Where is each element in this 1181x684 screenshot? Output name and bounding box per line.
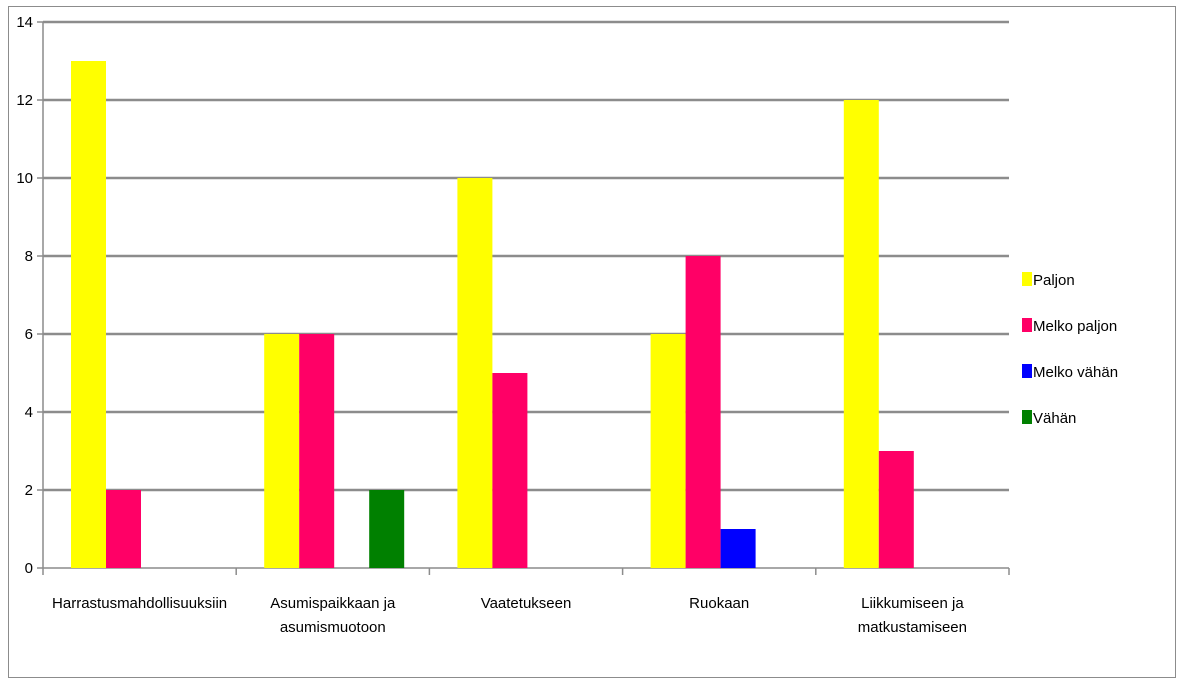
bar-vähän-1	[369, 490, 405, 568]
bar-melko-paljon-4	[878, 451, 914, 568]
bar-melko-paljon-3	[685, 256, 721, 568]
legend-label-2: Melko vähän	[1033, 364, 1118, 381]
bar-paljon-3	[650, 334, 686, 568]
y-tick-label-10: 10	[16, 170, 33, 187]
legend-swatch-0	[1022, 272, 1032, 286]
bar-melko-paljon-1	[299, 334, 335, 568]
category-label-1: Asumispaikkaan ja asumismuotoon	[270, 595, 396, 636]
legend-swatch-2	[1022, 364, 1032, 378]
bar-melko-vähän-3	[720, 529, 756, 568]
y-tick-label-6: 6	[25, 326, 33, 343]
legend-label-3: Vähän	[1033, 410, 1076, 427]
category-label-3: Ruokaan	[689, 595, 749, 612]
bar-melko-paljon-0	[106, 490, 141, 568]
category-label-2: Vaatetukseen	[481, 595, 572, 612]
y-tick-label-8: 8	[25, 248, 33, 265]
legend-label-0: Paljon	[1033, 272, 1075, 289]
bar-melko-paljon-2	[492, 373, 528, 568]
y-tick-label-12: 12	[16, 92, 33, 109]
category-label-4: Liikkumiseen ja matkustamiseen	[858, 595, 967, 636]
bar-paljon-4	[843, 100, 879, 568]
legend-swatch-1	[1022, 318, 1032, 332]
y-tick-label-14: 14	[16, 14, 33, 31]
legend-label-1: Melko paljon	[1033, 318, 1117, 335]
y-tick-label-0: 0	[25, 560, 33, 577]
category-label-0: Harrastusmahdollisuuksiin	[52, 595, 227, 612]
bar-paljon-2	[457, 178, 493, 568]
y-tick-label-2: 2	[25, 482, 33, 499]
bar-paljon-1	[264, 334, 300, 568]
y-tick-label-4: 4	[25, 404, 33, 421]
legend-swatch-3	[1022, 410, 1032, 424]
bar-paljon-0	[71, 61, 106, 568]
chart-frame	[8, 6, 1176, 678]
